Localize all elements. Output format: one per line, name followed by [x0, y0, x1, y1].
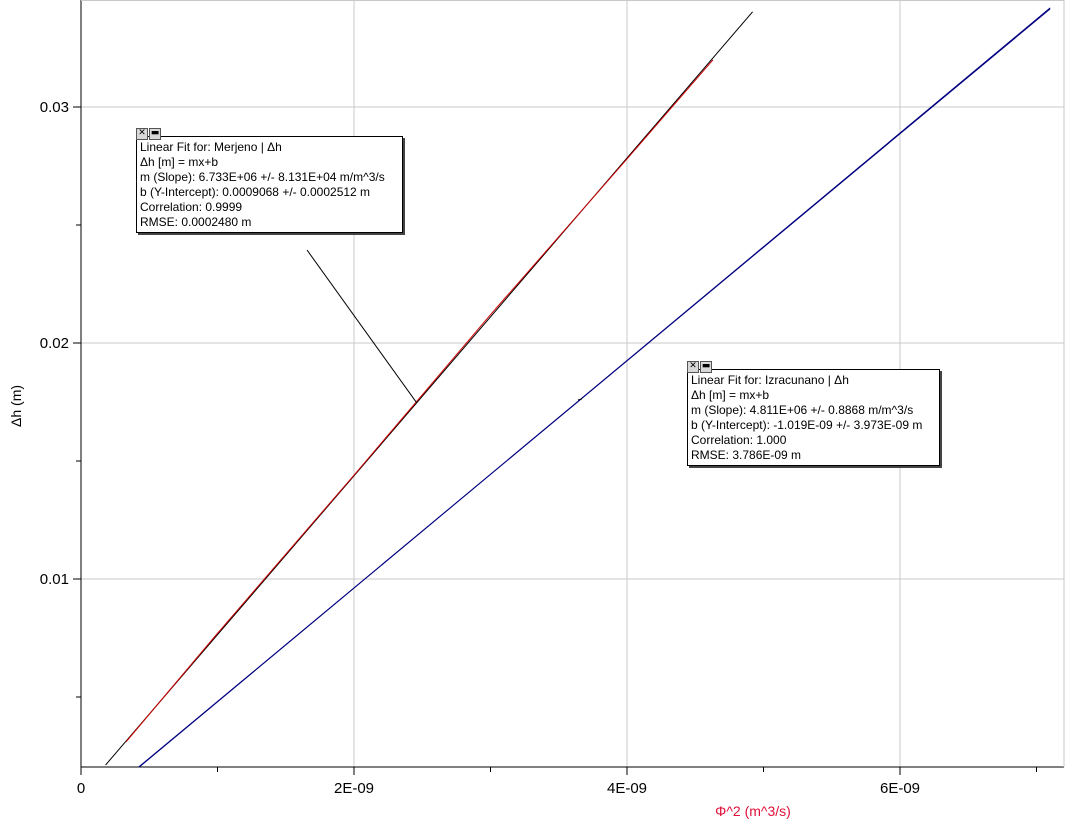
y-axis-title: Δh (m) [8, 385, 24, 427]
fit-rmse: RMSE: 0.0002480 m [140, 215, 252, 229]
x-tick-label: 2E-09 [334, 780, 374, 797]
menu-icon[interactable]: ▬ [700, 361, 712, 373]
series-line-izracunano [138, 7, 1051, 767]
x-tick-label: 4E-09 [607, 780, 647, 797]
fit-equation: Δh [m] = mx+b [140, 155, 219, 169]
fit-title: Linear Fit for: Izracunano | Δh [691, 373, 849, 387]
fit-intercept: b (Y-Intercept): -1.019E-09 +/- 3.973E-0… [691, 418, 923, 432]
x-tick-label: 0 [77, 780, 85, 797]
x-tick-label: 6E-09 [880, 780, 920, 797]
fit-rmse: RMSE: 3.786E-09 m [691, 448, 802, 462]
close-icon[interactable]: ✕ [687, 361, 699, 373]
y-tick-label: 0.02 [40, 335, 69, 352]
series-line-merjeno [125, 59, 714, 743]
menu-icon[interactable]: ▬ [149, 128, 161, 140]
fit-slope: m (Slope): 6.733E+06 +/- 8.131E+04 m/m^3… [140, 170, 385, 184]
y-tick-label: 0.01 [40, 571, 69, 588]
tick-labels: 0 2E-09 4E-09 6E-09 0.01 0.02 0.03 [40, 99, 920, 797]
data-series [125, 7, 1051, 767]
callout-leader-1 [577, 398, 583, 401]
fit-equation: Δh [m] = mx+b [691, 388, 770, 402]
fit-correlation: Correlation: 1.000 [691, 433, 787, 447]
fit-title: Linear Fit for: Merjeno | Δh [140, 140, 282, 154]
fit-intercept: b (Y-Intercept): 0.0009068 +/- 0.0002512… [140, 185, 371, 199]
callout-leader-0 [306, 249, 418, 404]
close-icon[interactable]: ✕ [136, 128, 148, 140]
fit-correlation: Correlation: 0.9999 [140, 200, 243, 214]
fit-box-merjeno[interactable]: ✕ ▬ Linear Fit for: Merjeno | Δh Δh [m] … [136, 128, 403, 233]
axes [73, 0, 1065, 775]
fit-line-0 [105, 11, 753, 766]
x-axis-title[interactable]: Φ^2 (m^3/s) [715, 803, 791, 819]
fit-box-izracunano[interactable]: ✕ ▬ Linear Fit for: Izracunano | Δh Δh [… [687, 361, 940, 466]
y-tick-label: 0.03 [40, 99, 69, 116]
fit-slope: m (Slope): 4.811E+06 +/- 0.8868 m/m^3/s [691, 403, 914, 417]
fit-callouts [306, 249, 583, 404]
